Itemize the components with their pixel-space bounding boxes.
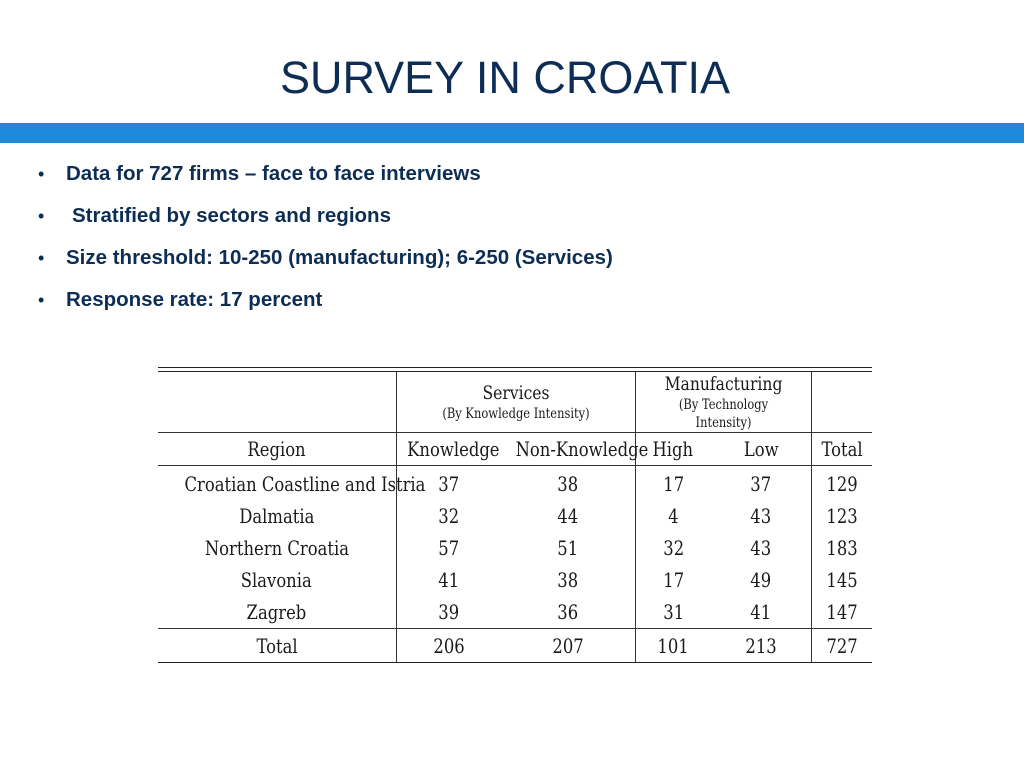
table-corner-cell <box>158 371 397 433</box>
cell-region: Dalmatia <box>158 500 397 532</box>
cell-total: 129 <box>826 472 858 496</box>
cell-non-knowledge: 38 <box>501 564 636 596</box>
cell-high: 17 <box>662 472 684 496</box>
cell-region: Zagreb <box>158 596 397 629</box>
cell-knowledge: 32 <box>438 504 460 528</box>
bullet-text: Stratified by sectors and regions <box>72 204 391 227</box>
table-row: Slavonia 41 38 17 49 145 <box>158 564 872 596</box>
bullet-dot: • <box>38 206 45 226</box>
cell-non-knowledge: 44 <box>501 500 636 532</box>
cell-total: 147 <box>826 600 858 624</box>
cell-high: 17 <box>662 568 684 592</box>
group-subtitle: (By Knowledge Intensity) <box>441 406 590 422</box>
cell-non-knowledge: 207 <box>501 628 636 663</box>
table-top-rule <box>158 367 872 368</box>
table-row: Dalmatia 32 44 4 43 123 <box>158 500 872 532</box>
bullet-dot: • <box>38 164 45 184</box>
cell-low: 43 <box>711 532 812 564</box>
bullet-dot: • <box>38 248 45 268</box>
cell-low: 37 <box>711 465 812 500</box>
cell-high: 31 <box>662 600 684 624</box>
cell-non-knowledge: 36 <box>501 596 636 629</box>
slide-title: SURVEY IN CROATIA <box>279 52 731 103</box>
cell-total: 123 <box>826 504 858 528</box>
cell-non-knowledge: 38 <box>501 465 636 500</box>
table-group-header-row: Services (By Knowledge Intensity) Manufa… <box>158 371 872 433</box>
column-header-total: Total <box>811 432 872 466</box>
bullet-text: Size threshold: 10-250 (manufacturing); … <box>66 246 613 269</box>
group-header-services: Services (By Knowledge Intensity) <box>396 371 636 433</box>
column-header-non-knowledge: Non-Knowledge <box>501 432 648 466</box>
cell-total: 727 <box>811 628 872 663</box>
cell-low: 49 <box>711 564 812 596</box>
cell-knowledge: 41 <box>438 568 460 592</box>
group-subtitle: (By Technology Intensity) <box>678 397 768 431</box>
cell-total: 183 <box>826 536 858 560</box>
cell-knowledge: 206 <box>396 628 501 663</box>
column-header-low: Low <box>711 432 812 466</box>
bullet-text: Response rate: 17 percent <box>66 288 323 311</box>
cell-high: 4 <box>668 504 679 528</box>
column-header-high: High <box>635 432 711 466</box>
cell-low: 213 <box>711 628 812 663</box>
table-column-header-row: Region Knowledge Non-Knowledge High Low … <box>158 432 872 466</box>
table-row: Northern Croatia 57 51 32 43 183 <box>158 532 872 564</box>
group-name: Manufacturing <box>664 373 782 395</box>
column-header-knowledge: Knowledge <box>396 432 501 466</box>
table-row: Zagreb 39 36 31 41 147 <box>158 596 872 629</box>
group-header-manufacturing: Manufacturing (By Technology Intensity) <box>635 371 812 433</box>
column-header-region: Region <box>158 432 397 466</box>
cell-region: Slavonia <box>158 564 397 596</box>
cell-high: 32 <box>662 536 684 560</box>
cell-region: Croatian Coastline and Istria <box>158 465 425 500</box>
cell-region: Total <box>158 628 397 663</box>
bullet-dot: • <box>38 290 45 310</box>
cell-non-knowledge: 51 <box>501 532 636 564</box>
cell-region: Northern Croatia <box>158 532 397 564</box>
bullet-text: Data for 727 firms – face to face interv… <box>66 162 481 185</box>
survey-table: Services (By Knowledge Intensity) Manufa… <box>158 371 872 663</box>
table-empty-header-cell <box>811 371 872 433</box>
cell-low: 43 <box>711 500 812 532</box>
title-accent-band <box>0 123 1024 143</box>
cell-total: 145 <box>826 568 858 592</box>
cell-knowledge: 37 <box>438 472 460 496</box>
table-row: Croatian Coastline and Istria 37 38 17 3… <box>158 465 872 500</box>
cell-knowledge: 57 <box>438 536 460 560</box>
cell-knowledge: 39 <box>438 600 460 624</box>
table-total-row: Total 206 207 101 213 727 <box>158 628 872 663</box>
cell-low: 41 <box>711 596 812 629</box>
group-name: Services <box>481 382 550 404</box>
survey-table-image: Services (By Knowledge Intensity) Manufa… <box>158 367 872 663</box>
cell-high: 101 <box>635 628 711 663</box>
